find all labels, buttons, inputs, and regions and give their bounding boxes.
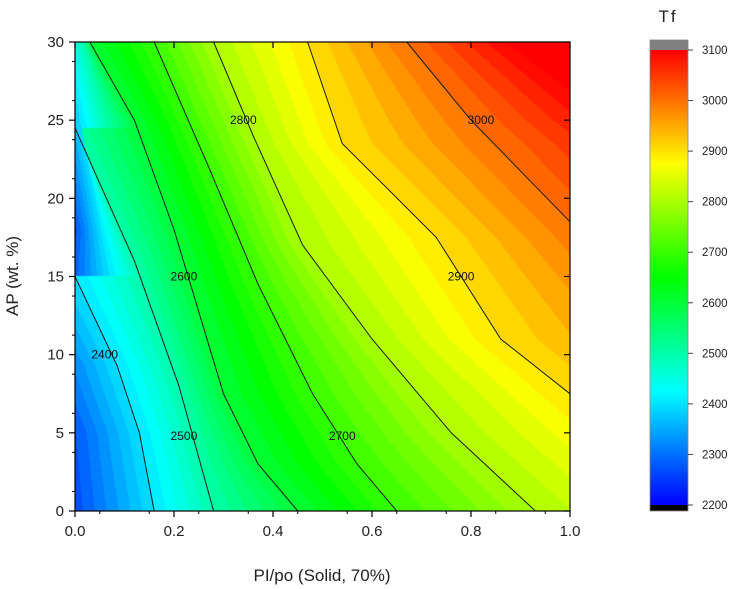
contour-label-3000: 3000: [468, 113, 495, 127]
colorbar-tick-label: 2800: [702, 197, 728, 209]
colorbar-tick-label: 3000: [702, 96, 728, 108]
y-axis-title: AP (wt. %): [3, 236, 22, 316]
y-tick-label: 25: [47, 112, 64, 129]
y-tick-label: 10: [47, 347, 64, 364]
contour-line-2500: [74, 127, 215, 512]
colorbar-title: Tf: [658, 7, 677, 26]
y-tick-label: 30: [47, 34, 64, 51]
contour-label-2400: 2400: [91, 348, 118, 362]
colorbar-ticks: 2200 2300 2400 2500 2600 2700 2800 2900 3000 3100: [688, 45, 728, 512]
x-tick-label: 1.0: [560, 523, 581, 540]
contour-label-2600: 2600: [171, 270, 198, 284]
plot-frame: [74, 41, 571, 512]
contour-line-2400: [74, 276, 155, 512]
colorbar-tick-label: 2700: [702, 247, 728, 259]
colorbar-over-swatch: [650, 40, 688, 50]
colorbar-tick-label: 2900: [702, 146, 728, 158]
x-axis: 0.0 0.2 0.4 0.6 0.8 1.0: [65, 42, 581, 540]
colorbar-tick-label: 2600: [702, 298, 728, 310]
x-axis-title: PI/po (Solid, 70%): [253, 566, 390, 585]
contour-line-3000: [406, 41, 571, 223]
y-tick-label: 5: [56, 425, 64, 442]
contour-label-2800: 2800: [230, 113, 257, 127]
x-tick-label: 0.8: [461, 523, 482, 540]
contour-labels: 2400 2500 2600 2700 2800 2900 3000: [91, 113, 494, 443]
x-tick-label: 0.6: [362, 523, 383, 540]
x-tick-label: 0.2: [164, 523, 185, 540]
y-axis: 0 5 10 15 20 25 30: [47, 34, 570, 520]
x-tick-label: 0.0: [65, 523, 86, 540]
colorbar-tick-label: 3100: [702, 45, 728, 57]
colorbar-tick-label: 2200: [702, 500, 728, 512]
contour-label-2900: 2900: [448, 270, 475, 284]
contour-line-2800: [213, 41, 536, 512]
heatmap-surface: [75, 42, 570, 511]
colorbar-frame: [649, 39, 689, 512]
contour-label-2500: 2500: [171, 429, 198, 443]
colorbar-tick-label: 2500: [702, 348, 728, 360]
colorbar: 2200 2300 2400 2500 2600 2700 2800 2900 3000 3100…: [649, 7, 728, 512]
contour-line-2600: [89, 41, 299, 512]
y-tick-label: 15: [47, 269, 64, 286]
colorbar-tick-label: 2300: [702, 449, 728, 461]
contour-lines: [74, 41, 571, 512]
contour-line-2700: [153, 41, 398, 512]
contour-line-2900: [307, 41, 571, 395]
colorbar-under-swatch: [650, 505, 688, 511]
x-tick-label: 0.4: [263, 523, 284, 540]
colorbar-tick-label: 2400: [702, 399, 728, 411]
y-tick-label: 0: [56, 503, 64, 520]
colorbar-gradient: [650, 50, 688, 505]
y-tick-label: 20: [47, 190, 64, 207]
contour-label-2700: 2700: [329, 429, 356, 443]
